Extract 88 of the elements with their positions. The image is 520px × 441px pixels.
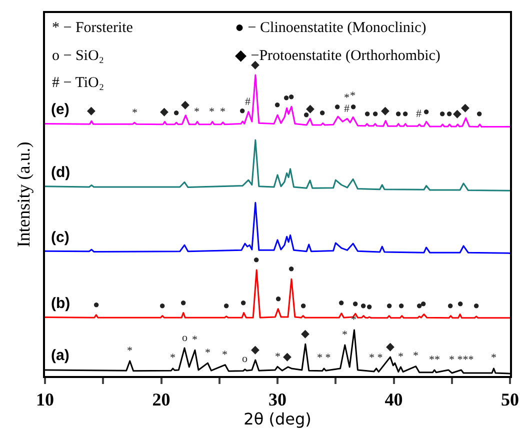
annotation: * xyxy=(491,352,496,364)
text: o − SiO₂ xyxy=(52,48,104,64)
annotation: ● xyxy=(473,300,480,312)
annotation: * xyxy=(209,106,214,118)
annotation: ◆ xyxy=(461,102,470,114)
annotation: ◆ xyxy=(306,103,315,115)
annotation: * xyxy=(351,314,356,326)
annotation: # − TiO₂ xyxy=(52,75,104,91)
annotation: ● xyxy=(423,106,430,118)
annotation: ● xyxy=(274,99,281,111)
annotation: * xyxy=(132,107,138,119)
annotation: ● xyxy=(159,300,166,312)
x-tick-label: 30 xyxy=(268,390,286,410)
annotation: ● xyxy=(386,300,393,312)
annotation: ● xyxy=(457,298,464,310)
series-label: (e) xyxy=(51,101,70,118)
annotation: ● xyxy=(223,300,230,312)
series-label: (c) xyxy=(51,229,70,246)
annotation: * xyxy=(342,329,348,341)
annotation: ◆ xyxy=(453,108,462,120)
x-tick-label: 40 xyxy=(384,390,403,410)
annotation: * xyxy=(170,352,176,364)
y-axis-title: Intensity (a.u.) xyxy=(14,142,34,248)
annotation: ● xyxy=(240,297,247,309)
annotation: ● xyxy=(334,101,341,113)
annotation: ◆ xyxy=(160,106,169,118)
annotation: ● xyxy=(395,108,402,120)
annotation: * xyxy=(350,90,356,102)
annotation: ● xyxy=(239,105,246,117)
annotation: * *** xyxy=(449,354,474,366)
annotation: ◆ xyxy=(87,105,96,117)
annotation: ● xyxy=(253,254,260,266)
x-tick-label: 10 xyxy=(36,390,54,410)
x-axis-title: 2θ (deg) xyxy=(244,410,312,429)
annotation: * xyxy=(127,345,132,357)
annotation: ● xyxy=(283,92,290,104)
annotation: ● xyxy=(350,101,357,113)
annotation: ◆ xyxy=(381,105,390,117)
x-tick-label: 20 xyxy=(152,390,170,410)
text: * − Forsterite xyxy=(52,20,134,36)
annotation: ● xyxy=(288,91,295,103)
annotation: ● xyxy=(275,293,282,305)
annotation: ● xyxy=(360,300,367,312)
annotation: ● xyxy=(338,297,345,309)
annotation: ● xyxy=(398,300,405,312)
annotation: * xyxy=(413,350,418,362)
annotation: ● xyxy=(439,108,446,120)
annotation: ◆ xyxy=(386,341,395,353)
annotation: ◆ xyxy=(301,328,310,340)
annotation: ** xyxy=(429,354,440,366)
annotation: ● xyxy=(447,300,454,312)
annotation: * xyxy=(220,106,226,118)
annotation: * xyxy=(275,351,280,363)
annotation: * * xyxy=(369,352,383,364)
annotation: * xyxy=(194,106,200,118)
annotation: ● xyxy=(319,107,326,119)
annotation: ● xyxy=(352,298,359,310)
annotation: ● xyxy=(476,108,483,120)
annotation: ● xyxy=(364,108,371,120)
annotation: ● xyxy=(366,301,373,313)
annotation: ● xyxy=(420,298,427,310)
annotation: * xyxy=(205,347,210,359)
annotation: ● xyxy=(93,299,100,311)
annotation: ◆ xyxy=(251,344,260,356)
annotation: ● xyxy=(288,263,295,275)
annotation: # xyxy=(245,96,251,108)
annotation: * xyxy=(222,349,228,361)
series-label: (d) xyxy=(51,164,70,181)
x-tick-label: 50 xyxy=(501,390,519,410)
annotation: o xyxy=(242,353,248,365)
annotation: * * xyxy=(317,352,331,364)
annotation: * xyxy=(344,92,350,104)
annotation: # xyxy=(344,103,350,115)
annotation: * xyxy=(192,334,198,346)
annotation: ● xyxy=(180,297,187,309)
annotation: * xyxy=(398,351,404,363)
text: ● − Clinoenstatite (Monoclinic) xyxy=(235,20,426,36)
annotation: ◆ xyxy=(181,99,190,111)
annotation: # xyxy=(416,108,422,120)
annotation: ● xyxy=(300,300,307,312)
annotation: ● xyxy=(446,108,453,120)
annotation: o xyxy=(182,332,188,344)
annotation: ● xyxy=(402,108,409,120)
annotation: ◆ xyxy=(283,351,292,363)
annotation: ● xyxy=(372,108,379,120)
annotation: ● xyxy=(173,107,180,119)
series-label: (a) xyxy=(51,347,70,364)
series-label: (b) xyxy=(51,295,70,312)
